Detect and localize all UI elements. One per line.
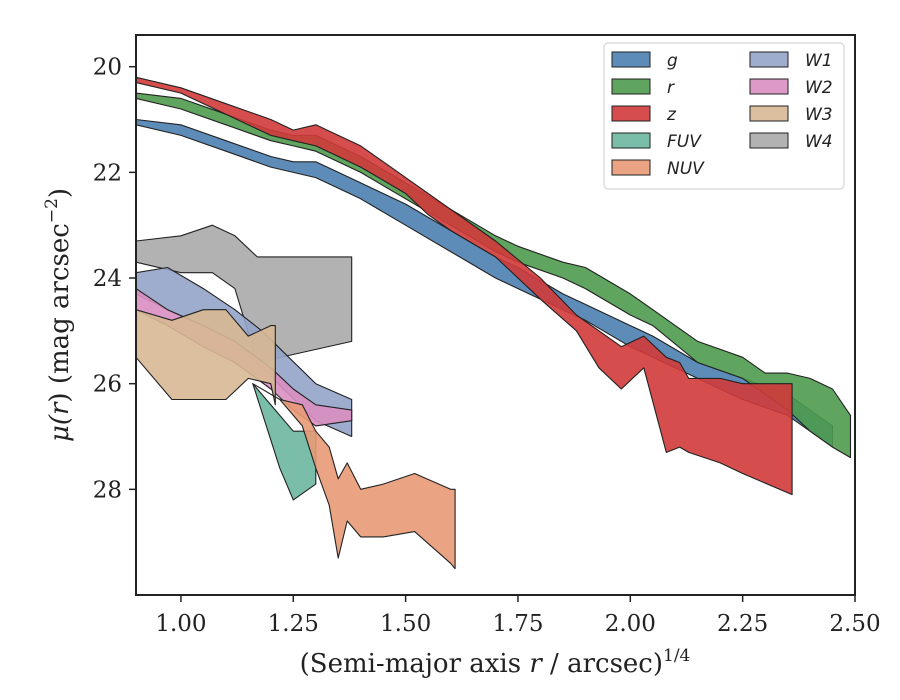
legend-label-w1: W1	[805, 51, 833, 71]
legend-swatch-g	[611, 51, 651, 68]
x-tick-label: 1.75	[492, 611, 543, 637]
legend-items: grz FUV NUV W1 W2 W3 W4	[611, 51, 833, 179]
plot-frame	[135, 34, 856, 596]
x-tick-label: 1.00	[155, 611, 206, 637]
legend-label-w3: W3	[805, 105, 833, 125]
y-axis: 20 22 24 26 28	[93, 55, 136, 503]
legend-label-r: r	[667, 78, 675, 98]
legend-label-w2: W2	[805, 78, 833, 98]
legend-swatch-w2	[749, 78, 789, 95]
legend-swatch-z	[611, 105, 651, 122]
y-tick-label: 28	[93, 477, 122, 503]
y-tick-label: 26	[93, 372, 122, 398]
x-tick-label: 1.50	[380, 611, 431, 637]
y-tick-label: 22	[93, 160, 122, 186]
band-z	[136, 76, 793, 496]
x-axis: 1.00 1.25 1.50 1.75 2.00 2.25 2.50	[155, 595, 881, 637]
legend-swatch-w4	[749, 132, 789, 149]
x-tick-label: 1.25	[268, 611, 319, 637]
legend-label-fuv: FUV	[667, 132, 702, 152]
band-w4	[136, 224, 353, 364]
y-tick-label: 20	[93, 55, 122, 81]
band-layer	[136, 76, 852, 570]
legend-label-g: g	[667, 51, 678, 71]
legend-swatch-w3	[749, 105, 789, 122]
x-axis-label: (Semi-major axis r / arcsec)1/4	[300, 646, 691, 679]
y-tick-label: 24	[93, 266, 122, 292]
legend-swatch-w1	[749, 51, 789, 68]
band-nuv	[252, 383, 456, 570]
legend-label-w4: W4	[805, 132, 833, 152]
legend-swatch-nuv	[611, 159, 651, 176]
x-tick-label: 2.00	[605, 611, 656, 637]
legend-label-z: z	[666, 105, 677, 125]
y-axis-label: μ(r) (mag arcsec−2)	[42, 188, 75, 442]
x-tick-label: 2.25	[717, 611, 768, 637]
x-tick-label: 2.50	[829, 611, 880, 637]
band-w3	[136, 309, 276, 406]
legend: grz FUV NUV W1 W2 W3 W4	[603, 42, 845, 190]
legend-label-nuv: NUV	[667, 159, 705, 179]
legend-swatch-fuv	[611, 132, 651, 149]
legend-swatch-r	[611, 78, 651, 95]
